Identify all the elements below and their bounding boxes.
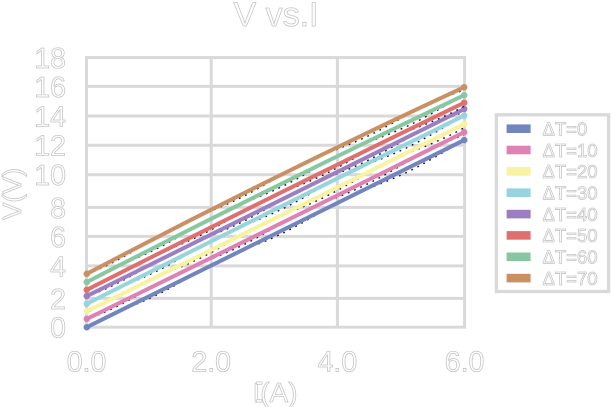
svg-text:ΔT=40: ΔT=40: [543, 204, 598, 225]
svg-text:0.0: 0.0: [67, 346, 107, 378]
svg-text:V vs.I: V vs.I: [233, 0, 318, 34]
svg-text:2.0: 2.0: [191, 346, 231, 378]
svg-text:4.0: 4.0: [318, 346, 358, 378]
svg-text:ΔT=10: ΔT=10: [543, 140, 598, 161]
svg-text:ΔT=70: ΔT=70: [543, 268, 598, 289]
svg-text:0: 0: [50, 313, 66, 345]
svg-text:12: 12: [34, 131, 66, 163]
svg-text:ΔT=60: ΔT=60: [543, 247, 598, 268]
svg-text:10: 10: [34, 160, 66, 192]
svg-text:ΔT=30: ΔT=30: [543, 183, 598, 204]
svg-text:ΔT=50: ΔT=50: [543, 225, 598, 246]
svg-text:ΔT=0: ΔT=0: [543, 119, 588, 140]
svg-text:14: 14: [34, 101, 66, 133]
svg-text:18: 18: [34, 43, 66, 75]
svg-text:16: 16: [34, 72, 66, 104]
svg-text:8: 8: [50, 193, 66, 225]
svg-text:6: 6: [50, 222, 66, 254]
svg-text:V(V): V(V): [0, 168, 27, 220]
svg-text:4: 4: [50, 251, 66, 283]
svg-text:ΔT=20: ΔT=20: [543, 161, 598, 182]
svg-text:2: 2: [50, 284, 66, 316]
svg-text:6.0: 6.0: [445, 346, 485, 378]
